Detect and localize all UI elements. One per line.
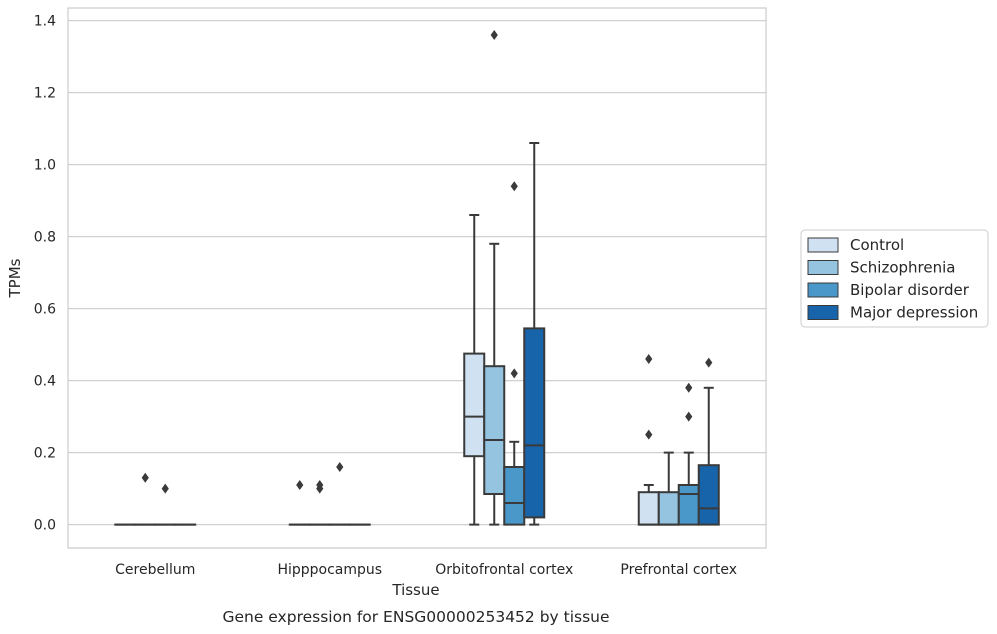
x-tick-label-0: Cerebellum: [115, 562, 195, 578]
box-2-1: [483, 30, 506, 526]
x-tick-label-1: Hipppocampus: [277, 562, 382, 578]
outlier-1: [316, 480, 324, 490]
box-body: [503, 466, 526, 526]
legend-label-0: Control: [850, 236, 904, 254]
x-tick-label-2: Orbitofrontal cortex: [435, 562, 573, 578]
box-0-1: [134, 472, 157, 526]
outlier-1: [645, 354, 653, 364]
outlier-1: [510, 181, 518, 192]
box-0-2: [154, 483, 177, 526]
y-tick-label-0: 0.0: [34, 518, 56, 534]
y-tick-labels: 0.0 0.2 0.4 0.6 0.8 1.0 1.2 1.4: [34, 14, 56, 534]
legend-swatch-1: [807, 260, 839, 275]
legend-label-3: Major depression: [850, 304, 978, 322]
plot-frame: [67, 7, 767, 549]
outlier-0: [161, 483, 169, 494]
outlier-0: [490, 30, 498, 40]
legend-swatch-2: [807, 282, 839, 298]
y-tick-label-2: 0.4: [34, 374, 56, 390]
chart-caption: Gene expression for ENSG00000253452 by t…: [222, 608, 609, 626]
legend-swatch-3: [807, 305, 839, 320]
outlier-0: [685, 411, 693, 422]
y-tick-label-4: 0.8: [34, 230, 56, 246]
outlier-0: [645, 429, 653, 440]
y-tick-label-1: 0.2: [34, 446, 56, 462]
box-3-3: [697, 357, 720, 526]
outlier-0: [336, 462, 344, 472]
outlier-0: [705, 357, 713, 368]
y-tick-label-5: 1.0: [34, 158, 56, 174]
box-1-1: [308, 480, 331, 526]
box-2-2: [503, 181, 526, 526]
x-tick-label-3: Prefrontal cortex: [620, 562, 737, 578]
box-body: [523, 327, 546, 519]
box-body: [697, 464, 720, 526]
outlier-1: [685, 382, 693, 393]
box-body: [463, 352, 486, 458]
y-tick-label-7: 1.4: [34, 14, 56, 30]
y-axis-title: TPMs: [6, 258, 24, 298]
x-tick-labels: Cerebellum Hipppocampus Orbitofrontal cort…: [115, 562, 737, 578]
legend: Control Schizophrenia Bipolar disorder Majo…: [800, 229, 989, 328]
box-body: [483, 365, 506, 496]
y-tick-label-6: 1.2: [34, 86, 56, 102]
y-tick-label-3: 0.6: [34, 302, 56, 318]
outlier-0: [296, 480, 304, 490]
box-2-3: [523, 142, 546, 526]
legend-label-2: Bipolar disorder: [850, 281, 970, 299]
legend-swatch-0: [807, 237, 839, 253]
outlier-0: [141, 472, 149, 483]
legend-frame: [800, 229, 989, 328]
box-body: [657, 491, 680, 526]
legend-label-1: Schizophrenia: [850, 259, 955, 277]
box-body: [677, 484, 700, 526]
box-series: [114, 30, 720, 526]
x-axis-title: Tissue: [391, 581, 439, 599]
outlier-0: [510, 368, 518, 379]
box-body: [637, 491, 660, 526]
